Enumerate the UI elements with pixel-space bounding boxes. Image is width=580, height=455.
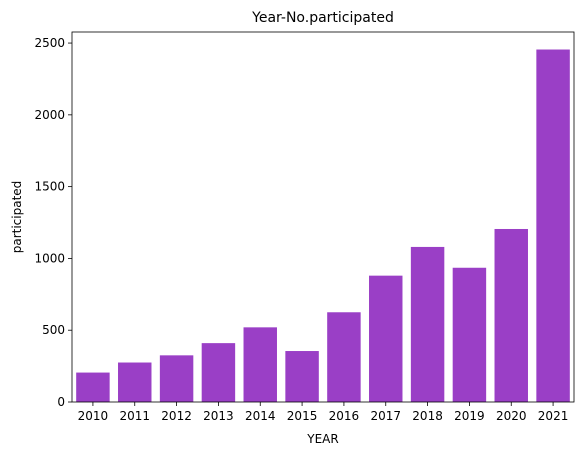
bar-2020 xyxy=(494,228,528,402)
bar-2012 xyxy=(159,355,194,402)
x-tick-label: 2017 xyxy=(370,409,401,423)
x-tick-label: 2012 xyxy=(161,409,192,423)
bar-2019 xyxy=(452,267,487,402)
y-axis-label: participated xyxy=(10,181,24,254)
y-axis-ticks: 0 500 1000 1500 2000 2500 xyxy=(34,36,72,409)
bar-2014 xyxy=(243,327,277,402)
bar-2018 xyxy=(410,246,445,402)
x-tick-label: 2019 xyxy=(454,409,485,423)
x-axis-label: YEAR xyxy=(306,432,338,446)
y-tick-label: 2000 xyxy=(34,108,65,122)
plot-frame xyxy=(71,31,575,403)
chart-title: Year-No.participated xyxy=(251,10,394,26)
bar-2015 xyxy=(285,351,319,402)
bars-group xyxy=(76,49,570,403)
bar-2010 xyxy=(76,372,110,402)
x-tick-label: 2013 xyxy=(203,409,234,423)
x-tick-label: 2021 xyxy=(538,409,569,423)
y-tick-label: 1500 xyxy=(34,180,65,194)
y-tick-label: 0 xyxy=(57,395,65,409)
y-tick-label: 1000 xyxy=(34,251,65,265)
bar-2016 xyxy=(327,312,361,402)
x-tick-label: 2016 xyxy=(329,409,360,423)
x-tick-label: 2010 xyxy=(78,409,109,423)
x-tick-label: 2011 xyxy=(119,409,150,423)
x-axis-ticks: 2010 2011 2012 2013 2014 2015 2016 2017 2018 2019… xyxy=(78,402,569,423)
bar-2017 xyxy=(369,275,403,402)
y-tick-label: 2500 xyxy=(34,36,65,50)
y-tick-label: 500 xyxy=(42,323,65,337)
bar-2011 xyxy=(118,362,152,402)
bar-2013 xyxy=(201,343,236,402)
x-tick-label: 2020 xyxy=(496,409,527,423)
x-tick-label: 2018 xyxy=(412,409,443,423)
x-tick-label: 2014 xyxy=(245,409,276,423)
x-tick-label: 2015 xyxy=(287,409,318,423)
bar-2021 xyxy=(536,49,570,403)
